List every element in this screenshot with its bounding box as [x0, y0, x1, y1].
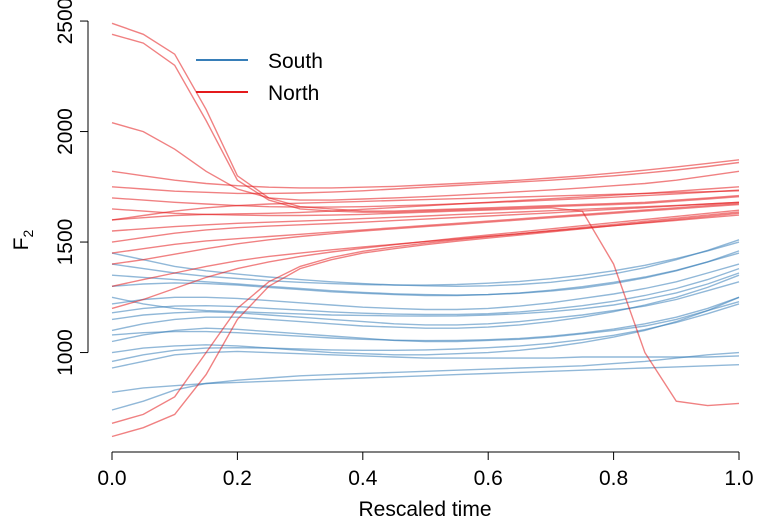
series-line-south: [111, 350, 740, 369]
x-tick-label: 1.0: [724, 467, 753, 490]
series-line-north: [111, 202, 740, 254]
series-line-north: [111, 203, 740, 265]
series-line-south: [111, 303, 740, 363]
legend-label-south: South: [268, 50, 323, 73]
series-line-south: [111, 263, 740, 311]
series-line-south: [111, 296, 740, 356]
x-tick-label: 0.4: [348, 467, 378, 490]
series-line-north: [111, 189, 740, 208]
series-line-north: [111, 122, 740, 201]
series-line-south: [111, 351, 740, 411]
series-line-north: [111, 22, 740, 212]
legend-item-north: North: [196, 82, 319, 105]
series-line-south: [111, 301, 740, 343]
y-tick-label: 2500: [54, 0, 77, 44]
legend-item-south: South: [196, 50, 323, 73]
legend-label-north: North: [268, 82, 319, 105]
series-line-south: [111, 364, 740, 393]
series-line-south: [111, 252, 740, 297]
series-line-north: [111, 201, 740, 232]
series-line-north: [111, 190, 740, 221]
x-axis: 0.0 0.2 0.4 0.6 0.8 1.0: [97, 451, 754, 490]
x-tick-label: 0.2: [223, 467, 252, 490]
series-line-south: [111, 274, 740, 332]
series-line-north: [111, 33, 740, 213]
north-lines: [111, 22, 740, 438]
series-line-south: [111, 296, 740, 342]
series-line-north: [111, 212, 740, 438]
series-line-north: [111, 211, 740, 424]
series-line-south: [111, 272, 740, 317]
y-tick-label: 1500: [54, 219, 77, 266]
series-line-south: [111, 250, 740, 296]
series-line-north: [111, 159, 740, 189]
south-lines: [111, 239, 740, 411]
legend: South North: [196, 50, 323, 105]
y-tick-label: 1000: [54, 329, 77, 376]
series-line-north: [111, 201, 740, 243]
y-axis-title-subscript: 2: [20, 229, 36, 237]
y-axis-title: F2: [10, 229, 36, 250]
x-tick-label: 0.6: [474, 467, 503, 490]
y-axis-title-main: F: [10, 237, 33, 250]
y-tick-label: 2000: [54, 108, 77, 155]
series-line-north: [111, 209, 740, 310]
series-line-south: [111, 239, 740, 288]
x-tick-label: 0.0: [97, 467, 126, 490]
series-line-south: [111, 267, 740, 316]
series-line-north: [111, 161, 740, 195]
y-axis: 1000 1500 2000 2500: [54, 0, 89, 376]
series-line-north: [111, 207, 740, 407]
x-tick-label: 0.8: [599, 467, 628, 490]
x-axis-title: Rescaled time: [358, 498, 491, 521]
